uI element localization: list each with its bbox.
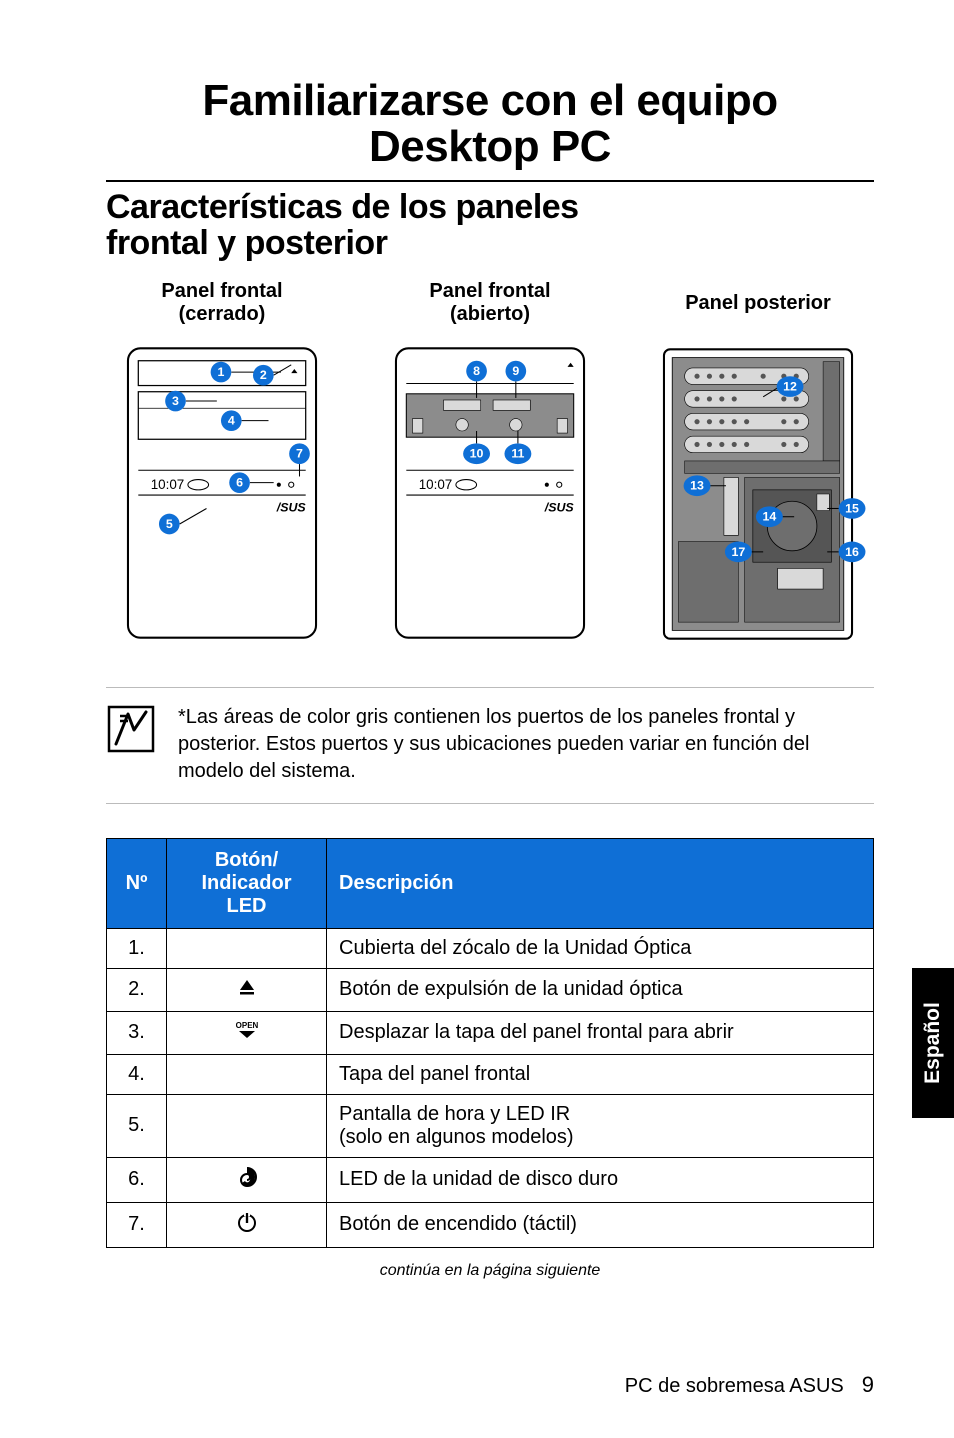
svg-text:10: 10 xyxy=(470,446,484,460)
th-btn: Botón/ Indicador LED xyxy=(167,838,327,928)
cell-icon xyxy=(167,1157,327,1202)
svg-text:7: 7 xyxy=(296,446,303,460)
title-rule xyxy=(106,180,874,182)
label-text: (cerrado) xyxy=(179,303,266,325)
cell-icon xyxy=(167,1054,327,1094)
panel-front-open-diagram: 10:07 /SUS 8 9 10 11 xyxy=(374,338,606,648)
language-tab-text: Español xyxy=(921,1002,945,1084)
svg-text:2: 2 xyxy=(260,368,267,382)
svg-text:3: 3 xyxy=(172,394,179,408)
panel-front-closed-label: Panel frontal (cerrado) xyxy=(161,280,282,326)
table-row: 4. Tapa del panel frontal xyxy=(107,1054,874,1094)
note-text: *Las áreas de color gris contienen los p… xyxy=(178,704,874,785)
table-row: 6. LED de la unidad de disco duro xyxy=(107,1157,874,1202)
svg-text:5: 5 xyxy=(166,517,173,531)
panel-front-closed-diagram: 10:07 /SUS 1 2 3 4 5 6 7 xyxy=(106,338,338,648)
note-block: *Las áreas de color gris contienen los p… xyxy=(106,687,874,804)
panel-rear-label: Panel posterior xyxy=(685,292,831,315)
svg-text:1: 1 xyxy=(218,365,225,379)
svg-text:11: 11 xyxy=(511,446,524,460)
cell-num: 4. xyxy=(107,1054,167,1094)
cell-num: 2. xyxy=(107,968,167,1011)
panel-rear: Panel posterior xyxy=(642,280,874,649)
svg-text:9: 9 xyxy=(512,364,519,378)
document-page: Familiarizarse con el equipo Desktop PC … xyxy=(0,0,954,1438)
cell-desc: LED de la unidad de disco duro xyxy=(327,1157,874,1202)
cell-icon xyxy=(167,968,327,1011)
th-btn-l2: Indicador LED xyxy=(201,872,291,917)
cell-num: 5. xyxy=(107,1094,167,1157)
table-row: 1. Cubierta del zócalo de la Unidad Óptic… xyxy=(107,928,874,968)
asus-logo: /SUS xyxy=(276,500,307,514)
table-row: 3. OPEN Desplazar la tapa del panel fronta… xyxy=(107,1011,874,1054)
table-row: 5. Pantalla de hora y LED IR(solo en algu… xyxy=(107,1094,874,1157)
svg-text:6: 6 xyxy=(236,475,243,489)
table-row: 7. Botón de encendido (táctil) xyxy=(107,1202,874,1247)
asus-logo: /SUS xyxy=(544,500,575,514)
cell-desc: Pantalla de hora y LED IR(solo en alguno… xyxy=(327,1094,874,1157)
title-line-2: Desktop PC xyxy=(369,122,611,171)
page-title: Familiarizarse con el equipo Desktop PC xyxy=(106,78,874,170)
cell-icon: OPEN xyxy=(167,1011,327,1054)
th-desc: Descripción xyxy=(327,838,874,928)
label-text: Panel frontal xyxy=(161,280,282,302)
cell-num: 1. xyxy=(107,928,167,968)
cell-num: 6. xyxy=(107,1157,167,1202)
footer-text: PC de sobremesa ASUS xyxy=(625,1375,844,1398)
cell-num: 3. xyxy=(107,1011,167,1054)
time-display: 10:07 xyxy=(419,477,453,492)
svg-text:17: 17 xyxy=(731,545,745,559)
panel-front-open: Panel frontal (abierto) 10: xyxy=(374,280,606,649)
title-line-1: Familiarizarse con el equipo xyxy=(202,76,777,125)
panel-rear-diagram: 12 13 14 15 16 17 xyxy=(642,339,874,649)
label-text: Panel posterior xyxy=(685,292,831,314)
cell-icon xyxy=(167,1202,327,1247)
svg-text:16: 16 xyxy=(845,545,859,559)
cell-desc: Desplazar la tapa del panel frontal para… xyxy=(327,1011,874,1054)
language-tab: Español xyxy=(912,968,954,1118)
section-title-line-1: Características de los paneles xyxy=(106,188,579,226)
section-title: Características de los paneles frontal y… xyxy=(106,190,874,261)
cell-icon xyxy=(167,1094,327,1157)
section-title-line-2: frontal y posterior xyxy=(106,224,387,262)
page-number: 9 xyxy=(862,1372,874,1398)
svg-text:8: 8 xyxy=(473,364,480,378)
cell-num: 7. xyxy=(107,1202,167,1247)
svg-text:12: 12 xyxy=(783,379,797,393)
cell-desc: Botón de expulsión de la unidad óptica xyxy=(327,968,874,1011)
continue-note: continúa en la página siguiente xyxy=(106,1262,874,1280)
time-display: 10:07 xyxy=(151,477,185,492)
svg-text:13: 13 xyxy=(690,478,704,492)
svg-text:15: 15 xyxy=(845,501,859,515)
th-num: Nº xyxy=(107,838,167,928)
svg-text:OPEN: OPEN xyxy=(235,1021,258,1030)
label-text: Panel frontal xyxy=(429,280,550,302)
note-icon xyxy=(106,704,156,754)
cell-desc: Cubierta del zócalo de la Unidad Óptica xyxy=(327,928,874,968)
cell-desc: Tapa del panel frontal xyxy=(327,1054,874,1094)
cell-icon xyxy=(167,928,327,968)
panel-front-closed: Panel frontal (cerrado) 10:07 xyxy=(106,280,338,649)
panels-row: Panel frontal (cerrado) 10:07 xyxy=(106,280,874,649)
th-btn-l1: Botón/ xyxy=(215,849,278,871)
description-table: Nº Botón/ Indicador LED Descripción 1. Cu… xyxy=(106,838,874,1248)
svg-text:4: 4 xyxy=(228,413,235,427)
svg-text:14: 14 xyxy=(762,509,776,523)
table-row: 2. Botón de expulsión de la unidad óptica xyxy=(107,968,874,1011)
table-header-row: Nº Botón/ Indicador LED Descripción xyxy=(107,838,874,928)
label-text: (abierto) xyxy=(450,303,530,325)
cell-desc: Botón de encendido (táctil) xyxy=(327,1202,874,1247)
page-footer: PC de sobremesa ASUS 9 xyxy=(106,1372,874,1398)
panel-front-open-label: Panel frontal (abierto) xyxy=(429,280,550,326)
